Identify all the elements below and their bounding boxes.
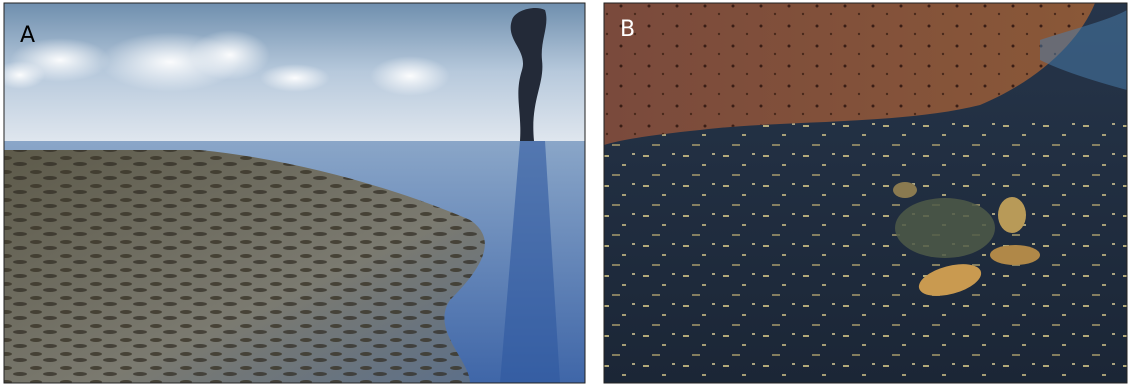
panel-border [3, 2, 586, 384]
turtle [893, 182, 1040, 296]
oil-clumps [4, 150, 485, 383]
oil-specks [604, 120, 1127, 383]
smoke-plume [510, 8, 547, 141]
panel-label: A [20, 23, 35, 48]
clouds [0, 30, 450, 96]
panel-border [603, 2, 1128, 384]
glare [1040, 10, 1127, 90]
panel-b: B [603, 2, 1128, 384]
oil-dots [604, 3, 1095, 145]
panel-label: B [620, 17, 635, 42]
panel-a: A [0, 2, 586, 384]
plume-reflection [500, 141, 560, 383]
